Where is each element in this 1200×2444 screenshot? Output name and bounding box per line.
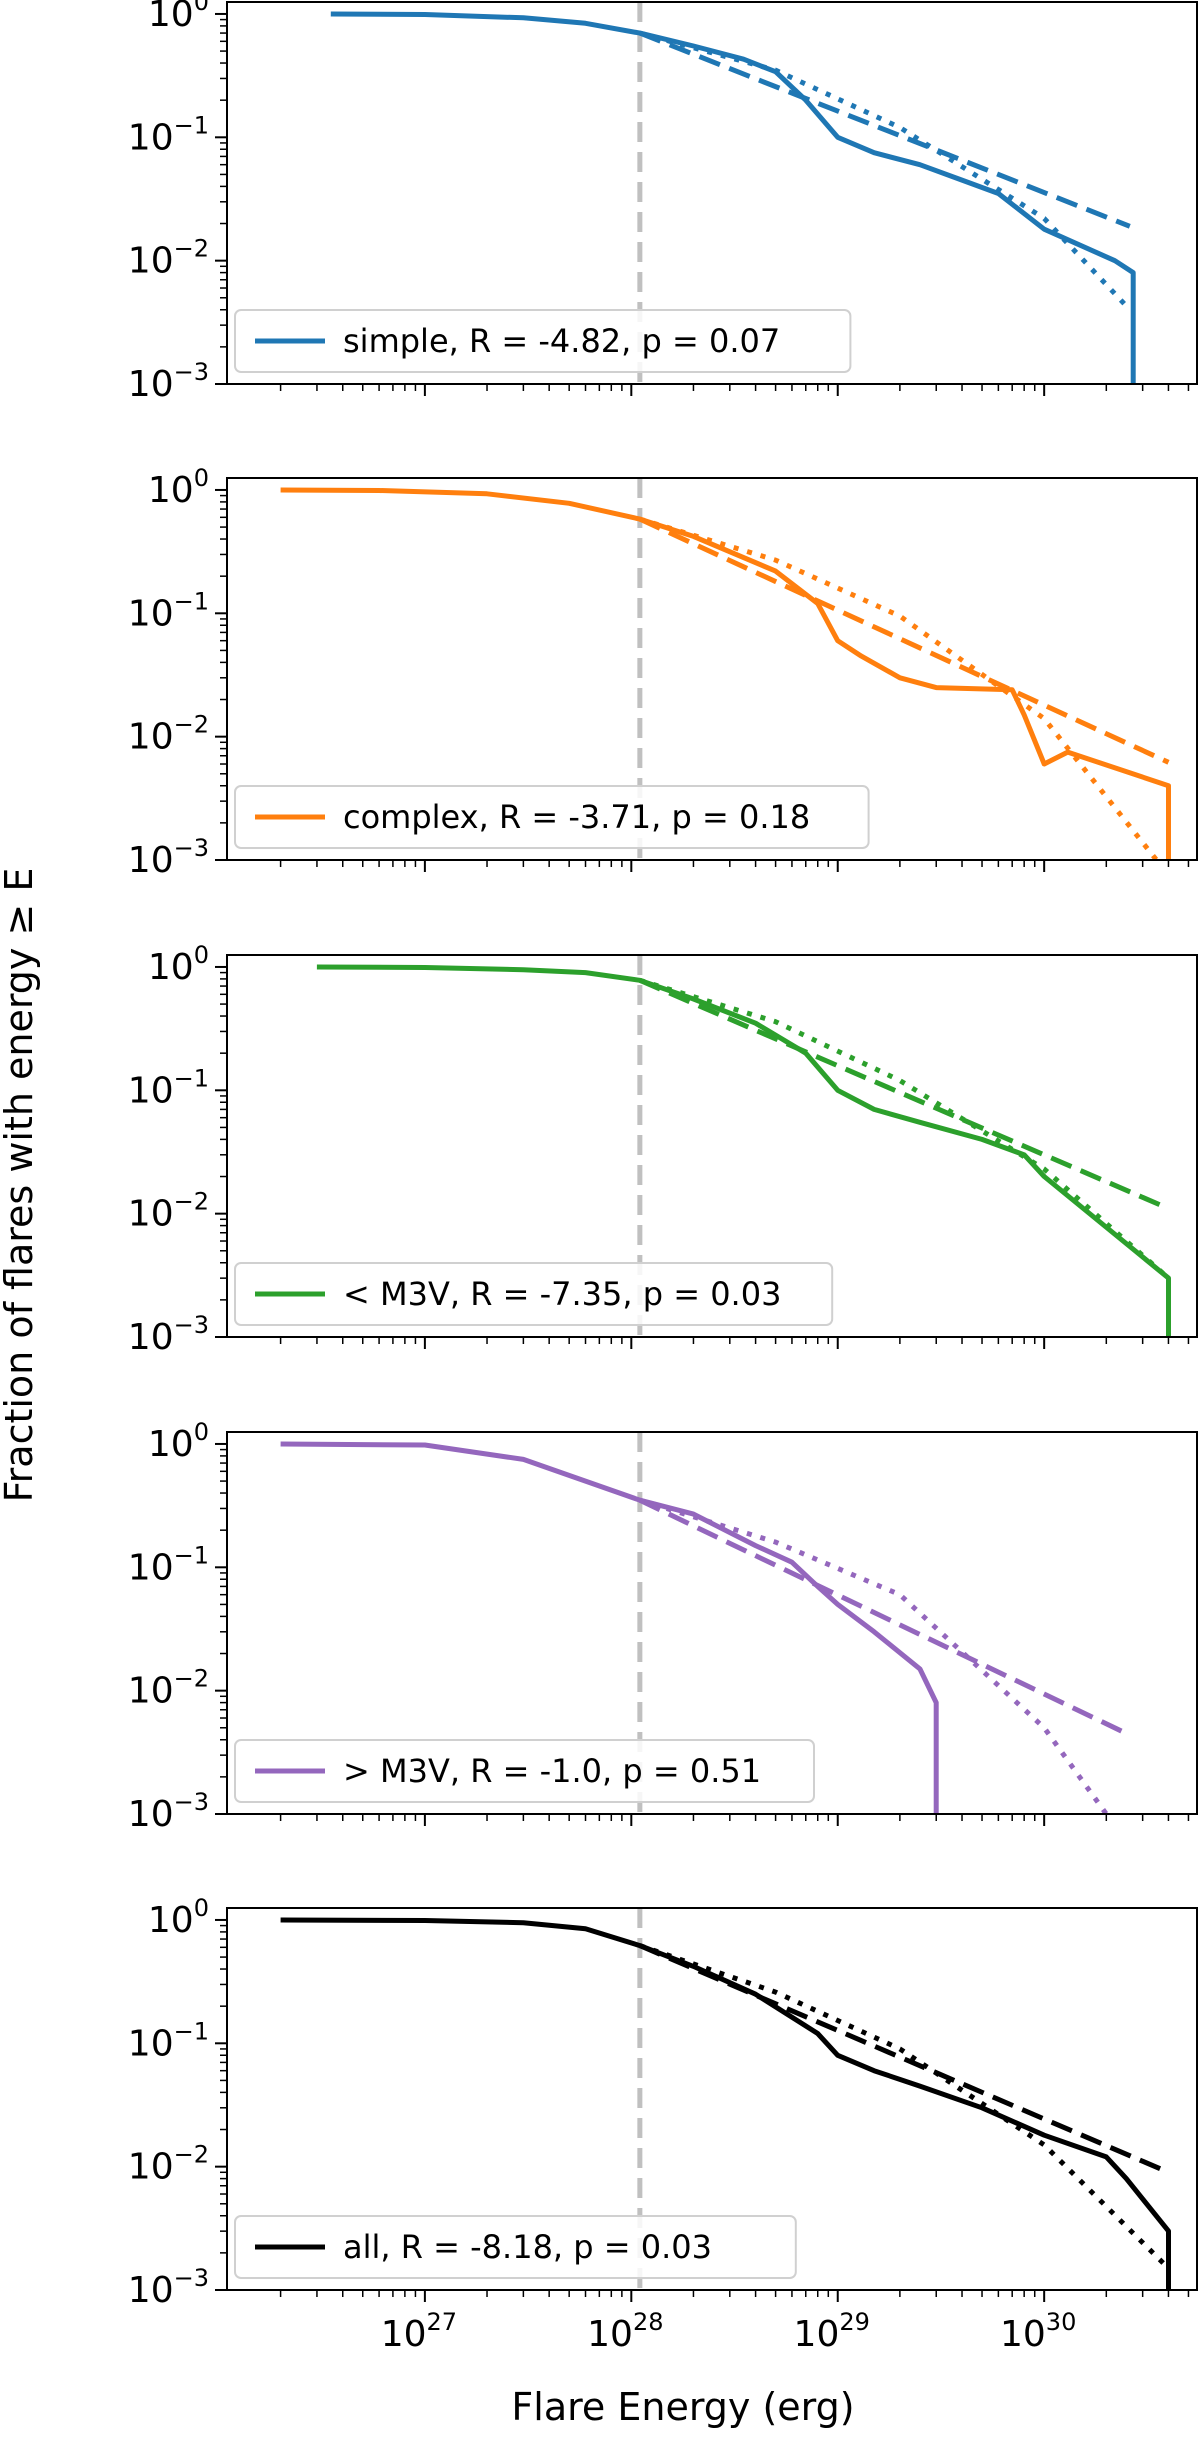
- plot-frame: [226, 954, 1198, 1338]
- legend-label: all, R = -8.18, p = 0.03: [343, 2228, 712, 2266]
- y-tick-exponent: −1: [174, 587, 209, 615]
- y-tick-exponent: 0: [194, 0, 209, 16]
- y-tick-exponent: −2: [174, 1665, 209, 1693]
- y-tick-exponent: −2: [174, 235, 209, 263]
- series-dashed-line: [638, 30, 1131, 229]
- legend-box: [234, 1739, 815, 1803]
- y-tick-exponent: −1: [174, 1541, 209, 1569]
- series-dashed-line: [638, 1497, 1128, 1736]
- x-tick-exponent: 27: [427, 2308, 458, 2336]
- y-tick-exponent: −3: [174, 2264, 209, 2292]
- series-solid-line: [280, 487, 1171, 860]
- y-tick-exponent: −3: [174, 1311, 209, 1339]
- plot-frame: [226, 1907, 1198, 2291]
- legend-box: [234, 309, 852, 373]
- y-tick-label: 10−2: [128, 711, 209, 758]
- y-tick-exponent: −3: [174, 358, 209, 386]
- series-solid-line: [280, 1441, 939, 1814]
- y-tick-label: 10−1: [128, 1064, 209, 1111]
- legend-label: > M3V, R = -1.0, p = 0.51: [343, 1752, 761, 1790]
- x-tick-label: 1030: [1000, 2308, 1076, 2355]
- x-axis-title: Flare Energy (erg): [511, 2385, 854, 2429]
- y-tick-exponent: 0: [194, 464, 209, 492]
- y-tick-exponent: −1: [174, 111, 209, 139]
- series-dotted-line: [639, 1943, 1171, 2271]
- y-tick-exponent: −3: [174, 1788, 209, 1816]
- series-solid-line: [330, 11, 1136, 384]
- y-tick-label: 10−1: [128, 587, 209, 634]
- y-tick-exponent: 0: [194, 1894, 209, 1922]
- legend-label: < M3V, R = -7.35, p = 0.03: [343, 1275, 781, 1313]
- y-tick-exponent: −3: [174, 834, 209, 862]
- x-tick-exponent: 29: [839, 2308, 870, 2336]
- legend-box: [234, 2215, 797, 2279]
- series-solid-line: [280, 1917, 1171, 2290]
- x-tick-exponent: 28: [633, 2308, 664, 2336]
- y-tick-exponent: −1: [174, 2017, 209, 2045]
- y-tick-label: 10−2: [128, 2141, 209, 2188]
- y-tick-exponent: 0: [194, 1418, 209, 1446]
- x-tick-exponent: 30: [1046, 2308, 1077, 2336]
- y-tick-exponent: −2: [174, 1188, 209, 1216]
- legend-box: [234, 785, 870, 849]
- series-dashed-line: [638, 516, 1170, 765]
- y-tick-label: 100: [148, 1894, 209, 1941]
- plot-frame: [226, 1431, 1198, 1815]
- y-tick-exponent: −2: [174, 711, 209, 739]
- legend-label: complex, R = -3.71, p = 0.18: [343, 798, 810, 836]
- x-tick-label: 1028: [587, 2308, 663, 2355]
- plot-frame: [226, 1, 1198, 385]
- y-tick-exponent: −2: [174, 2141, 209, 2169]
- legend-label: simple, R = -4.82, p = 0.07: [343, 322, 780, 360]
- y-tick-exponent: −1: [174, 1064, 209, 1092]
- plot-frame: [226, 477, 1198, 861]
- series-dotted-line: [639, 1497, 1109, 1814]
- y-tick-exponent: 0: [194, 941, 209, 969]
- y-axis-title: Fraction of flares with energy ≥ E: [0, 868, 41, 1503]
- legend-box: [234, 1262, 834, 1326]
